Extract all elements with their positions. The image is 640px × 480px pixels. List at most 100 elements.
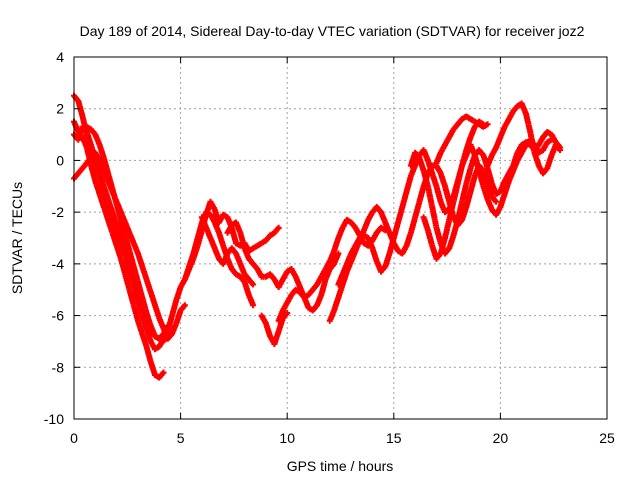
data-marker-fill	[511, 104, 520, 113]
satellite-track-6	[181, 209, 257, 309]
data-marker-fill	[225, 246, 234, 256]
data-marker-fill	[481, 122, 490, 129]
data-marker-fill	[413, 151, 422, 160]
data-marker-fill	[72, 94, 81, 103]
axis-ticks: 0 5 10 15 20 25 -10 -8 -6 -4 -2 0 2 4	[44, 49, 615, 446]
data-marker-fill	[396, 248, 404, 256]
y-tick-label: 4	[56, 49, 64, 65]
data-marker-fill	[541, 130, 550, 139]
data-marker-fill	[545, 129, 554, 137]
data-marker-fill	[489, 207, 499, 217]
data-marker-fill	[477, 122, 485, 129]
data-marker-fill	[204, 210, 212, 217]
data-marker-fill	[255, 241, 264, 248]
data-marker-fill	[379, 264, 388, 274]
satellite-track-15	[433, 113, 491, 166]
data-marker-fill	[464, 114, 473, 122]
data-marker-fill	[272, 225, 281, 235]
data-marker-fill	[472, 148, 481, 157]
data-marker-fill	[281, 311, 290, 320]
data-marker-fill	[242, 272, 251, 282]
data-marker-fill	[157, 332, 166, 341]
satellite-track-5	[83, 123, 171, 342]
data-marker-fill	[455, 117, 464, 126]
data-marker-fill	[489, 194, 499, 204]
x-tick-label: 10	[279, 430, 295, 446]
satellite-track-9	[258, 310, 291, 347]
data-marker-fill	[345, 217, 353, 225]
x-tick-label: 25	[599, 430, 615, 446]
plot-frame	[73, 56, 608, 420]
data-marker-fill	[238, 275, 247, 284]
data-marker-fill	[84, 156, 93, 165]
data-marker-fill	[370, 205, 379, 214]
data-marker-fill	[553, 143, 562, 152]
satellite-track-14	[420, 118, 487, 262]
data-marker-fill	[541, 166, 550, 176]
data-marker-fill	[229, 246, 238, 256]
data-point	[181, 302, 188, 309]
y-tick-label: -10	[44, 411, 64, 427]
x-tick-label: 15	[386, 430, 402, 446]
satellite-track-7	[198, 214, 257, 288]
data-point	[250, 302, 257, 309]
data-marker-fill	[443, 207, 451, 215]
data-marker-fill	[264, 272, 272, 279]
data-point	[484, 121, 491, 128]
data-marker-fill	[443, 246, 452, 256]
data-marker-fill	[310, 282, 319, 292]
data-marker-fill	[72, 171, 81, 181]
data-marker-fill	[229, 267, 238, 276]
y-tick-label: -2	[52, 204, 65, 220]
data-marker-fill	[80, 125, 89, 134]
data-marker-fill	[268, 230, 276, 238]
data-marker-fill	[221, 212, 230, 220]
data-marker-fill	[85, 124, 93, 132]
data-marker-fill	[80, 161, 89, 170]
y-tick-label: 2	[56, 101, 64, 117]
x-tick-label: 0	[70, 430, 78, 446]
data-marker-fill	[545, 137, 554, 145]
data-marker-fill	[306, 305, 315, 313]
data-point	[250, 281, 257, 288]
data-point	[557, 147, 564, 154]
data-point	[164, 322, 171, 329]
data-marker-fill	[434, 251, 443, 261]
data-marker-fill	[263, 233, 273, 243]
data-marker-fill	[358, 233, 366, 241]
data-marker-fill	[494, 189, 502, 197]
data-marker-fill	[302, 292, 311, 300]
data-marker-fill	[298, 290, 307, 300]
data-marker-fill	[349, 220, 358, 230]
data-marker-fill	[306, 288, 315, 297]
y-axis-label: SDTVAR / TECUs	[9, 182, 25, 294]
data-marker-fill	[374, 225, 383, 235]
data-marker-fill	[289, 288, 298, 297]
data-marker-fill	[537, 147, 545, 155]
data-marker-fill	[260, 238, 268, 246]
data-marker-fill	[251, 243, 259, 251]
data-marker-fill	[89, 127, 98, 137]
data-marker-fill	[268, 272, 277, 282]
data-marker-fill	[294, 287, 302, 295]
y-tick-label: -8	[52, 359, 65, 375]
data-marker-fill	[362, 241, 370, 248]
data-marker-fill	[234, 272, 242, 279]
chart-title: Day 189 of 2014, Sidereal Day-to-day VTE…	[80, 23, 585, 39]
data-marker-fill	[473, 119, 481, 127]
data-marker-fill	[520, 140, 528, 148]
data-marker-fill	[515, 101, 524, 109]
data-marker-fill	[157, 370, 166, 380]
satellite-track-10	[275, 216, 389, 324]
data-marker-fill	[251, 262, 260, 271]
data-marker-fill	[524, 140, 532, 148]
data-marker-fill	[234, 241, 242, 248]
satellite-track-16	[484, 100, 564, 177]
data-points	[71, 92, 564, 381]
grid-lines	[74, 57, 607, 419]
data-marker-fill	[230, 220, 238, 228]
data-marker-fill	[153, 334, 161, 341]
y-tick-label: -6	[52, 308, 65, 324]
